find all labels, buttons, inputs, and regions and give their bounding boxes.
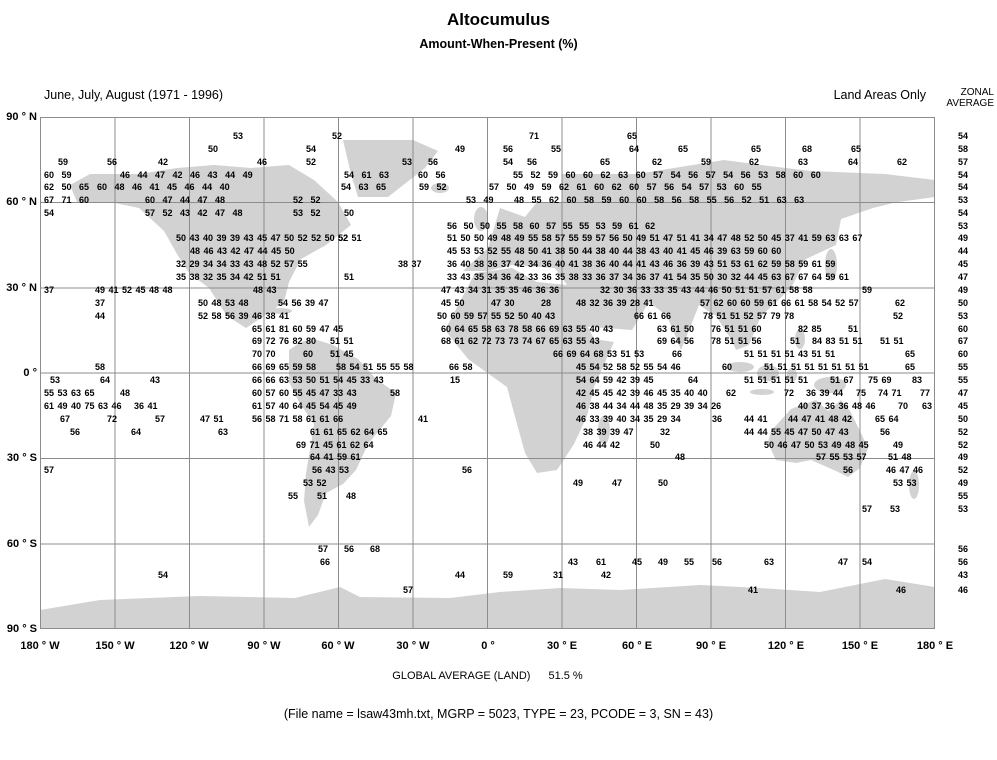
zonal-average-value: 52 [957,465,968,475]
zonal-average-value: 54 [957,208,968,218]
zonal-header-line2: AVERAGE [946,98,994,109]
zonal-average-value: 54 [957,170,968,180]
axis-label-longitude: 60 ° W [321,640,355,652]
zonal-average-value: 49 [957,478,968,488]
zonal-average-value: 50 [957,414,968,424]
zonal-average-value: 45 [957,401,968,411]
zonal-average-value: 53 [957,504,968,514]
axis-label-longitude: 150 ° E [841,640,879,652]
zonal-average-value: 57 [957,157,968,167]
period-label: June, July, August (1971 - 1996) [44,88,224,102]
zonal-average-value: 49 [957,285,968,295]
zonal-average-value: 46 [957,585,968,595]
island-new-zealand [909,471,919,499]
zonal-average-value: 54 [957,182,968,192]
zonal-average-value: 54 [957,131,968,141]
zonal-average-value: 52 [957,440,968,450]
map-plot-area [40,117,935,629]
axis-label-latitude: 30 ° S [6,452,37,464]
axis-label-longitude: 90 ° W [247,640,281,652]
figure-subtitle: Amount-When-Present (%) [419,37,578,51]
coverage-label: Land Areas Only [833,88,926,102]
continent-north-america [70,165,351,328]
zonal-average-value: 55 [957,491,968,501]
figure-title: Altocumulus [447,10,550,29]
zonal-average-value: 47 [957,272,968,282]
zonal-average-value: 44 [957,246,968,256]
zonal-average-value: 43 [957,570,968,580]
zonal-average-value: 49 [957,233,968,243]
axis-label-longitude: 0 ° [481,640,495,652]
zonal-average-value: 67 [957,336,968,346]
axis-label-longitude: 120 ° W [169,640,209,652]
zonal-average-value: 60 [957,324,968,334]
zonal-average-value: 56 [957,544,968,554]
zonal-average-value: 53 [957,221,968,231]
axis-label-latitude: 90 ° S [6,623,37,635]
zonal-average-header: ZONAL AVERAGE [946,87,994,109]
zonal-average-value: 45 [957,259,968,269]
axis-label-latitude: 60 ° S [6,538,37,550]
island-java [750,389,774,395]
continent-eurasia [463,160,935,350]
island-sulawesi [787,368,797,382]
axis-label-latitude: 0 ° [23,367,37,379]
zonal-average-value: 58 [957,144,968,154]
axis-label-longitude: 30 ° W [396,640,430,652]
global-average-line: GLOBAL AVERAGE (LAND) 51.5 % [40,670,935,682]
zonal-average-value: 49 [957,452,968,462]
continent-south-america [289,339,396,527]
axis-label-latitude: 90 ° N [6,111,37,123]
file-info-line: (File name = lsaw43mh.txt, MGRP = 5023, … [283,707,714,721]
axis-label-longitude: 180 ° W [20,640,60,652]
island-japan [825,249,837,281]
global-average-label: GLOBAL AVERAGE (LAND) [392,670,531,682]
axis-label-latitude: 30 ° N [6,282,37,294]
island-new-guinea [814,377,846,393]
axis-label-longitude: 150 ° W [95,640,135,652]
global-average-value: 51.5 % [548,670,583,682]
zonal-average-value: 55 [957,375,968,385]
island-philippines [795,329,805,349]
zonal-average-value: 56 [957,557,968,567]
zonal-header-line1: ZONAL [960,87,994,98]
axis-label-longitude: 30 ° E [546,640,578,652]
island-sumatra [726,362,754,372]
island-cuba [268,308,292,314]
zonal-average-value: 53 [957,311,968,321]
grid-lines [40,117,935,629]
island-madagascar [598,416,610,444]
zonal-average-value: 53 [957,195,968,205]
zonal-average-value: 50 [957,298,968,308]
island-greenland [343,140,438,197]
axis-label-latitude: 60 ° N [6,196,37,208]
zonal-average-value: 60 [957,349,968,359]
axis-label-longitude: 90 ° E [695,640,727,652]
axis-label-longitude: 180 ° E [916,640,954,652]
continent-australia [768,400,868,477]
island-britain [474,207,488,231]
island-iceland [431,183,449,193]
axis-label-longitude: 60 ° E [621,640,653,652]
zonal-average-value: 55 [957,362,968,372]
zonal-average-value: 47 [957,388,968,398]
zonal-average-value: 52 [957,427,968,437]
world-map [40,117,935,629]
axis-label-longitude: 120 ° E [767,640,805,652]
